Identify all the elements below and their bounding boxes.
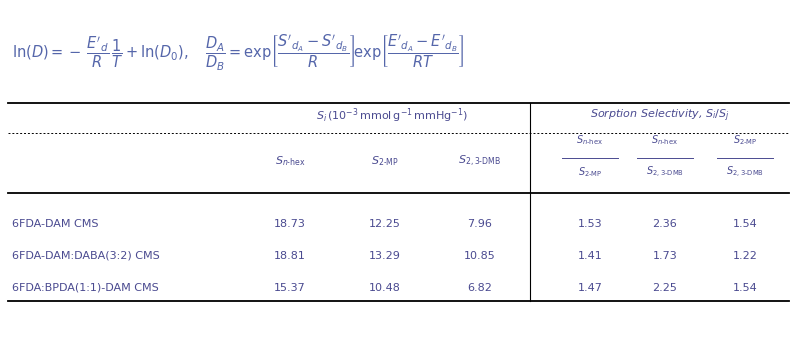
Text: $S_{2,3\text{-DMB}}$: $S_{2,3\text{-DMB}}$: [458, 153, 501, 168]
Text: $S_{2\text{-MP}}$: $S_{2\text{-MP}}$: [371, 154, 399, 168]
Text: 15.37: 15.37: [274, 283, 306, 293]
Text: 1.54: 1.54: [732, 283, 757, 293]
Text: 1.53: 1.53: [578, 219, 603, 229]
Text: 6FDA-DAM CMS: 6FDA-DAM CMS: [12, 219, 99, 229]
Text: 10.48: 10.48: [369, 283, 401, 293]
Text: 6.82: 6.82: [468, 283, 493, 293]
Text: 18.81: 18.81: [274, 251, 306, 261]
Text: 6FDA:BPDA(1:1)-DAM CMS: 6FDA:BPDA(1:1)-DAM CMS: [12, 283, 159, 293]
Text: $S_i\,(10^{-3}\,\mathrm{mmol\,g^{-1}\,mmHg^{-1}})$: $S_i\,(10^{-3}\,\mathrm{mmol\,g^{-1}\,mm…: [316, 107, 469, 125]
Text: $S_{n\text{-hex}}$: $S_{n\text{-hex}}$: [275, 154, 305, 168]
Text: 6FDA-DAM:DABA(3:2) CMS: 6FDA-DAM:DABA(3:2) CMS: [12, 251, 159, 261]
Text: 10.85: 10.85: [464, 251, 496, 261]
Text: 2.36: 2.36: [653, 219, 677, 229]
Text: 1.22: 1.22: [732, 251, 757, 261]
Text: 1.54: 1.54: [732, 219, 757, 229]
Text: 1.47: 1.47: [578, 283, 603, 293]
Text: 7.96: 7.96: [468, 219, 493, 229]
Text: 2.25: 2.25: [653, 283, 677, 293]
Text: 13.29: 13.29: [369, 251, 401, 261]
Text: $S_{n\text{-hex}}$: $S_{n\text{-hex}}$: [651, 133, 678, 147]
Text: 1.41: 1.41: [578, 251, 603, 261]
Text: $S_{n\text{-hex}}$: $S_{n\text{-hex}}$: [576, 133, 603, 147]
Text: $S_{2\text{-MP}}$: $S_{2\text{-MP}}$: [732, 133, 757, 147]
Text: $\ln(D)=-\,\dfrac{E'_d}{R}\,\dfrac{1}{T}+\ln(D_0),$$\quad\dfrac{D_A}{D_B}=\exp\!: $\ln(D)=-\,\dfrac{E'_d}{R}\,\dfrac{1}{T}…: [12, 33, 465, 73]
Text: $S_{2,3\text{-DMB}}$: $S_{2,3\text{-DMB}}$: [726, 165, 764, 180]
Text: $S_{2\text{-MP}}$: $S_{2\text{-MP}}$: [578, 165, 603, 179]
Text: $S_{2,3\text{-DMB}}$: $S_{2,3\text{-DMB}}$: [646, 165, 684, 180]
Text: 12.25: 12.25: [369, 219, 401, 229]
Text: 1.73: 1.73: [653, 251, 677, 261]
Text: Sorption Selectivity, $S_i/S_j$: Sorption Selectivity, $S_i/S_j$: [590, 108, 729, 124]
Text: 18.73: 18.73: [274, 219, 306, 229]
